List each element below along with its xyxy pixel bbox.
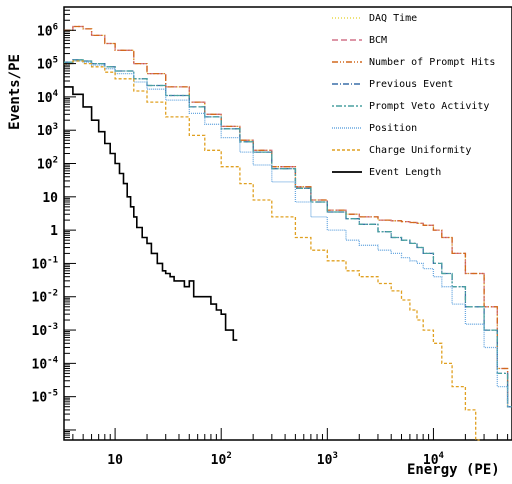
legend: DAQ Time BCM Number of Prompt Hits Previous… xyxy=(332,13,495,178)
x-tick-label: 10 xyxy=(107,453,123,468)
y-tick-label: 102 xyxy=(37,156,58,173)
y-tick-label: 105 xyxy=(37,56,58,73)
plot-frame xyxy=(63,6,512,441)
y-tick-label: 104 xyxy=(37,89,59,106)
series-line-position xyxy=(64,60,512,408)
legend-entry: Number of Prompt Hits xyxy=(369,57,495,68)
y-tick-label: 1 xyxy=(50,224,58,239)
legend-entry: Position xyxy=(369,123,417,134)
legend-entry: Prompt Veto Activity xyxy=(369,101,489,112)
y-tick-label: 103 xyxy=(37,122,58,139)
legend-entry: DAQ Time xyxy=(369,13,417,24)
x-tick-label: 102 xyxy=(211,451,232,468)
series-curves xyxy=(64,25,512,441)
x-axis-label: Energy (PE) xyxy=(407,462,500,478)
y-tick-label: 106 xyxy=(37,22,58,39)
y-tick-label: 10-3 xyxy=(32,322,59,339)
y-tick-label: 10-2 xyxy=(32,289,59,306)
legend-entry: Charge Uniformity xyxy=(369,145,471,156)
legend-entry: BCM xyxy=(369,35,387,46)
series-line-prompt-veto-activity xyxy=(64,59,512,408)
y-tick-label: 10 xyxy=(42,191,58,206)
y-tick-label: 10-4 xyxy=(32,355,59,372)
y-tick-label: 10-5 xyxy=(32,389,59,406)
series-line-charge-uniformity xyxy=(64,60,480,441)
series-line-event-length xyxy=(64,86,238,341)
legend-entry: Previous Event xyxy=(369,79,453,90)
y-tick-label: 10-1 xyxy=(32,255,59,272)
x-tick-label: 103 xyxy=(317,451,338,468)
y-axis-label: Events/PE xyxy=(7,54,23,130)
legend-entry: Event Length xyxy=(369,167,441,178)
series-line-bcm xyxy=(64,25,512,408)
